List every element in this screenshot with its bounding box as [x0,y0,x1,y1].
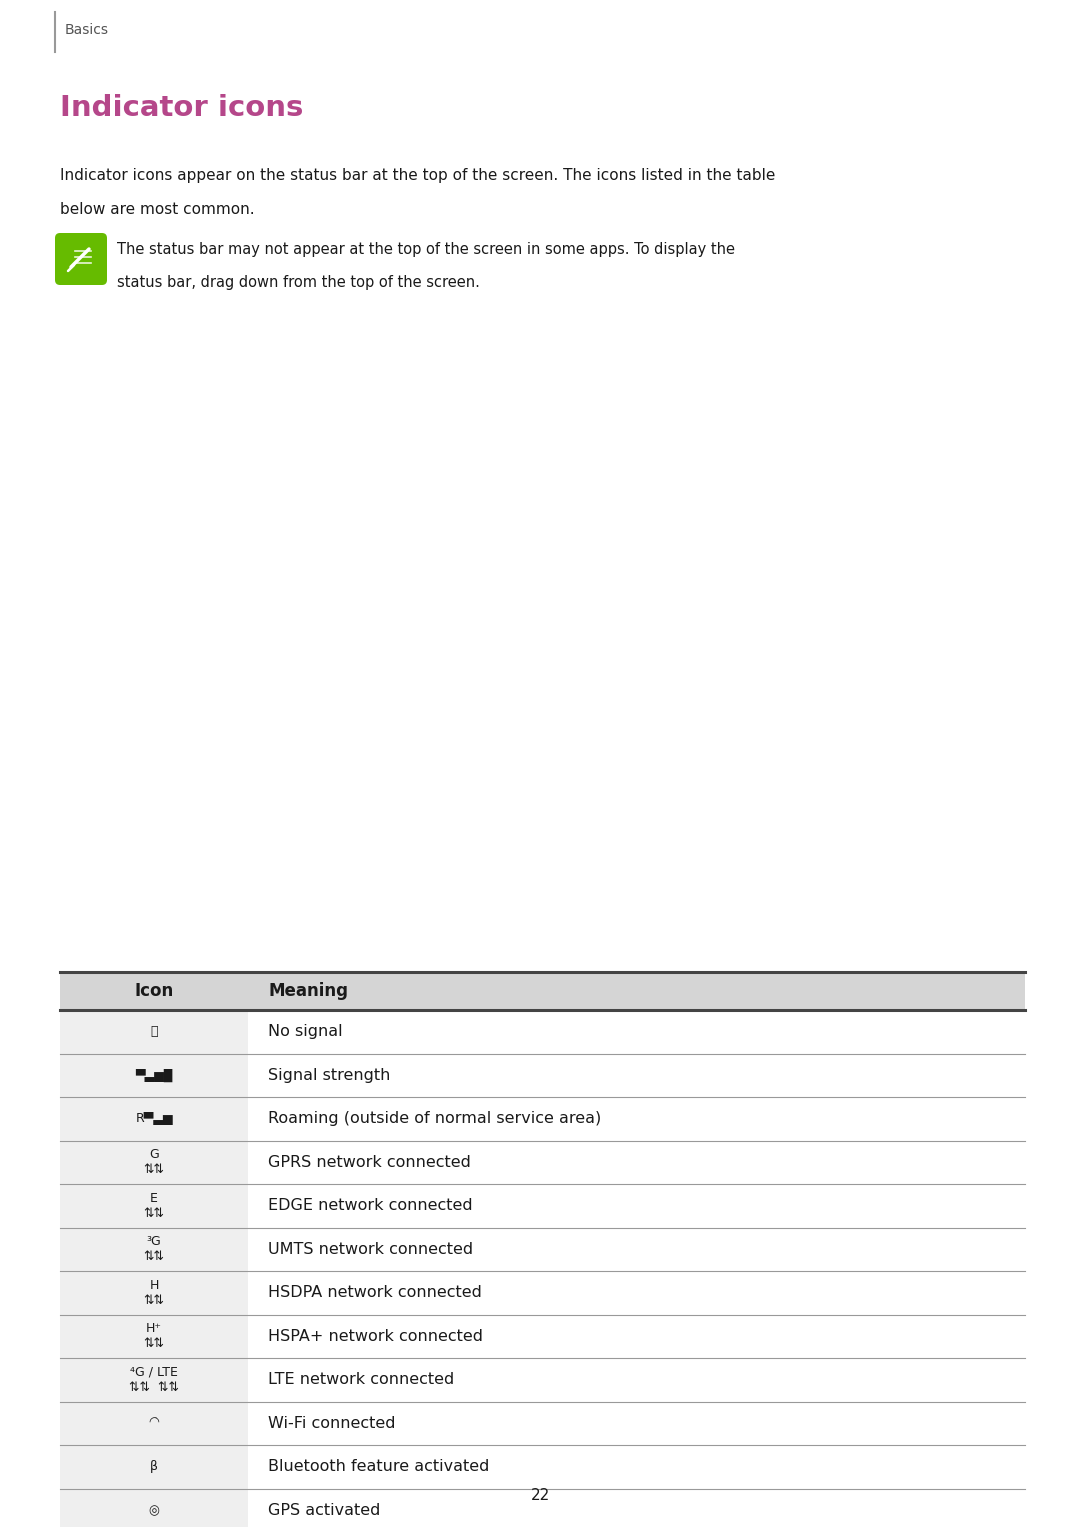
Text: LTE network connected: LTE network connected [268,1373,455,1387]
Text: E
⇅⇅: E ⇅⇅ [144,1191,164,1220]
Text: 22: 22 [530,1487,550,1503]
Text: Wi-Fi connected: Wi-Fi connected [268,1416,395,1431]
Bar [60,1096,1025,1141]
Bar [60,1009,1025,1054]
FancyBboxPatch shape [55,234,107,286]
Text: Indicator icons: Indicator icons [60,95,303,122]
Bar [60,1358,1025,1402]
Bar [60,1402,248,1445]
Text: Icon: Icon [135,982,174,1000]
Bar [60,1141,1025,1183]
Text: HSDPA network connected: HSDPA network connected [268,1286,482,1301]
Text: below are most common.: below are most common. [60,202,255,217]
Bar [60,1228,248,1270]
Text: ▀▃▆▉: ▀▃▆▉ [135,1069,173,1081]
Bar [60,1402,1025,1445]
Text: H
⇅⇅: H ⇅⇅ [144,1278,164,1307]
Bar [60,1445,248,1489]
Bar [60,1270,1025,1315]
Bar [60,1096,248,1141]
Text: ◠̇: ◠̇ [149,1417,160,1429]
Text: EDGE network connected: EDGE network connected [268,1199,473,1214]
Text: G
⇅⇅: G ⇅⇅ [144,1148,164,1176]
Bar [60,1270,248,1315]
Text: GPRS network connected: GPRS network connected [268,1154,471,1170]
Text: ◎: ◎ [149,1504,160,1516]
Bar [60,1489,1025,1527]
Text: Signal strength: Signal strength [268,1067,391,1083]
Text: The status bar may not appear at the top of the screen in some apps. To display : The status bar may not appear at the top… [117,241,735,257]
Text: UMTS network connected: UMTS network connected [268,1241,473,1257]
Bar [60,1183,248,1228]
Text: R▀▃▆: R▀▃▆ [135,1112,173,1125]
Bar [60,1315,1025,1358]
Bar [60,973,1025,1009]
Text: β: β [150,1460,158,1474]
Bar [60,1445,1025,1489]
Text: Meaning: Meaning [268,982,348,1000]
Text: Bluetooth feature activated: Bluetooth feature activated [268,1460,489,1474]
Text: ⃠: ⃠ [150,1025,158,1038]
Bar [60,1183,1025,1228]
Text: H⁺
⇅⇅: H⁺ ⇅⇅ [144,1322,164,1350]
Text: status bar, drag down from the top of the screen.: status bar, drag down from the top of th… [117,275,480,290]
Bar [60,1141,248,1183]
Text: ³G
⇅⇅: ³G ⇅⇅ [144,1235,164,1263]
Text: Indicator icons appear on the status bar at the top of the screen. The icons lis: Indicator icons appear on the status bar… [60,168,775,183]
Bar [60,1228,1025,1270]
Bar [60,1009,248,1054]
Bar [60,1054,248,1096]
Bar [60,1489,248,1527]
Text: No signal: No signal [268,1025,342,1040]
Bar [60,1315,248,1358]
Text: ⁴G / LTE
⇅⇅  ⇅⇅: ⁴G / LTE ⇅⇅ ⇅⇅ [130,1365,179,1394]
Text: Basics: Basics [65,23,109,37]
Bar [60,1054,1025,1096]
Text: Roaming (outside of normal service area): Roaming (outside of normal service area) [268,1112,602,1127]
Bar [60,1358,248,1402]
Text: GPS activated: GPS activated [268,1503,380,1518]
Text: HSPA+ network connected: HSPA+ network connected [268,1328,483,1344]
